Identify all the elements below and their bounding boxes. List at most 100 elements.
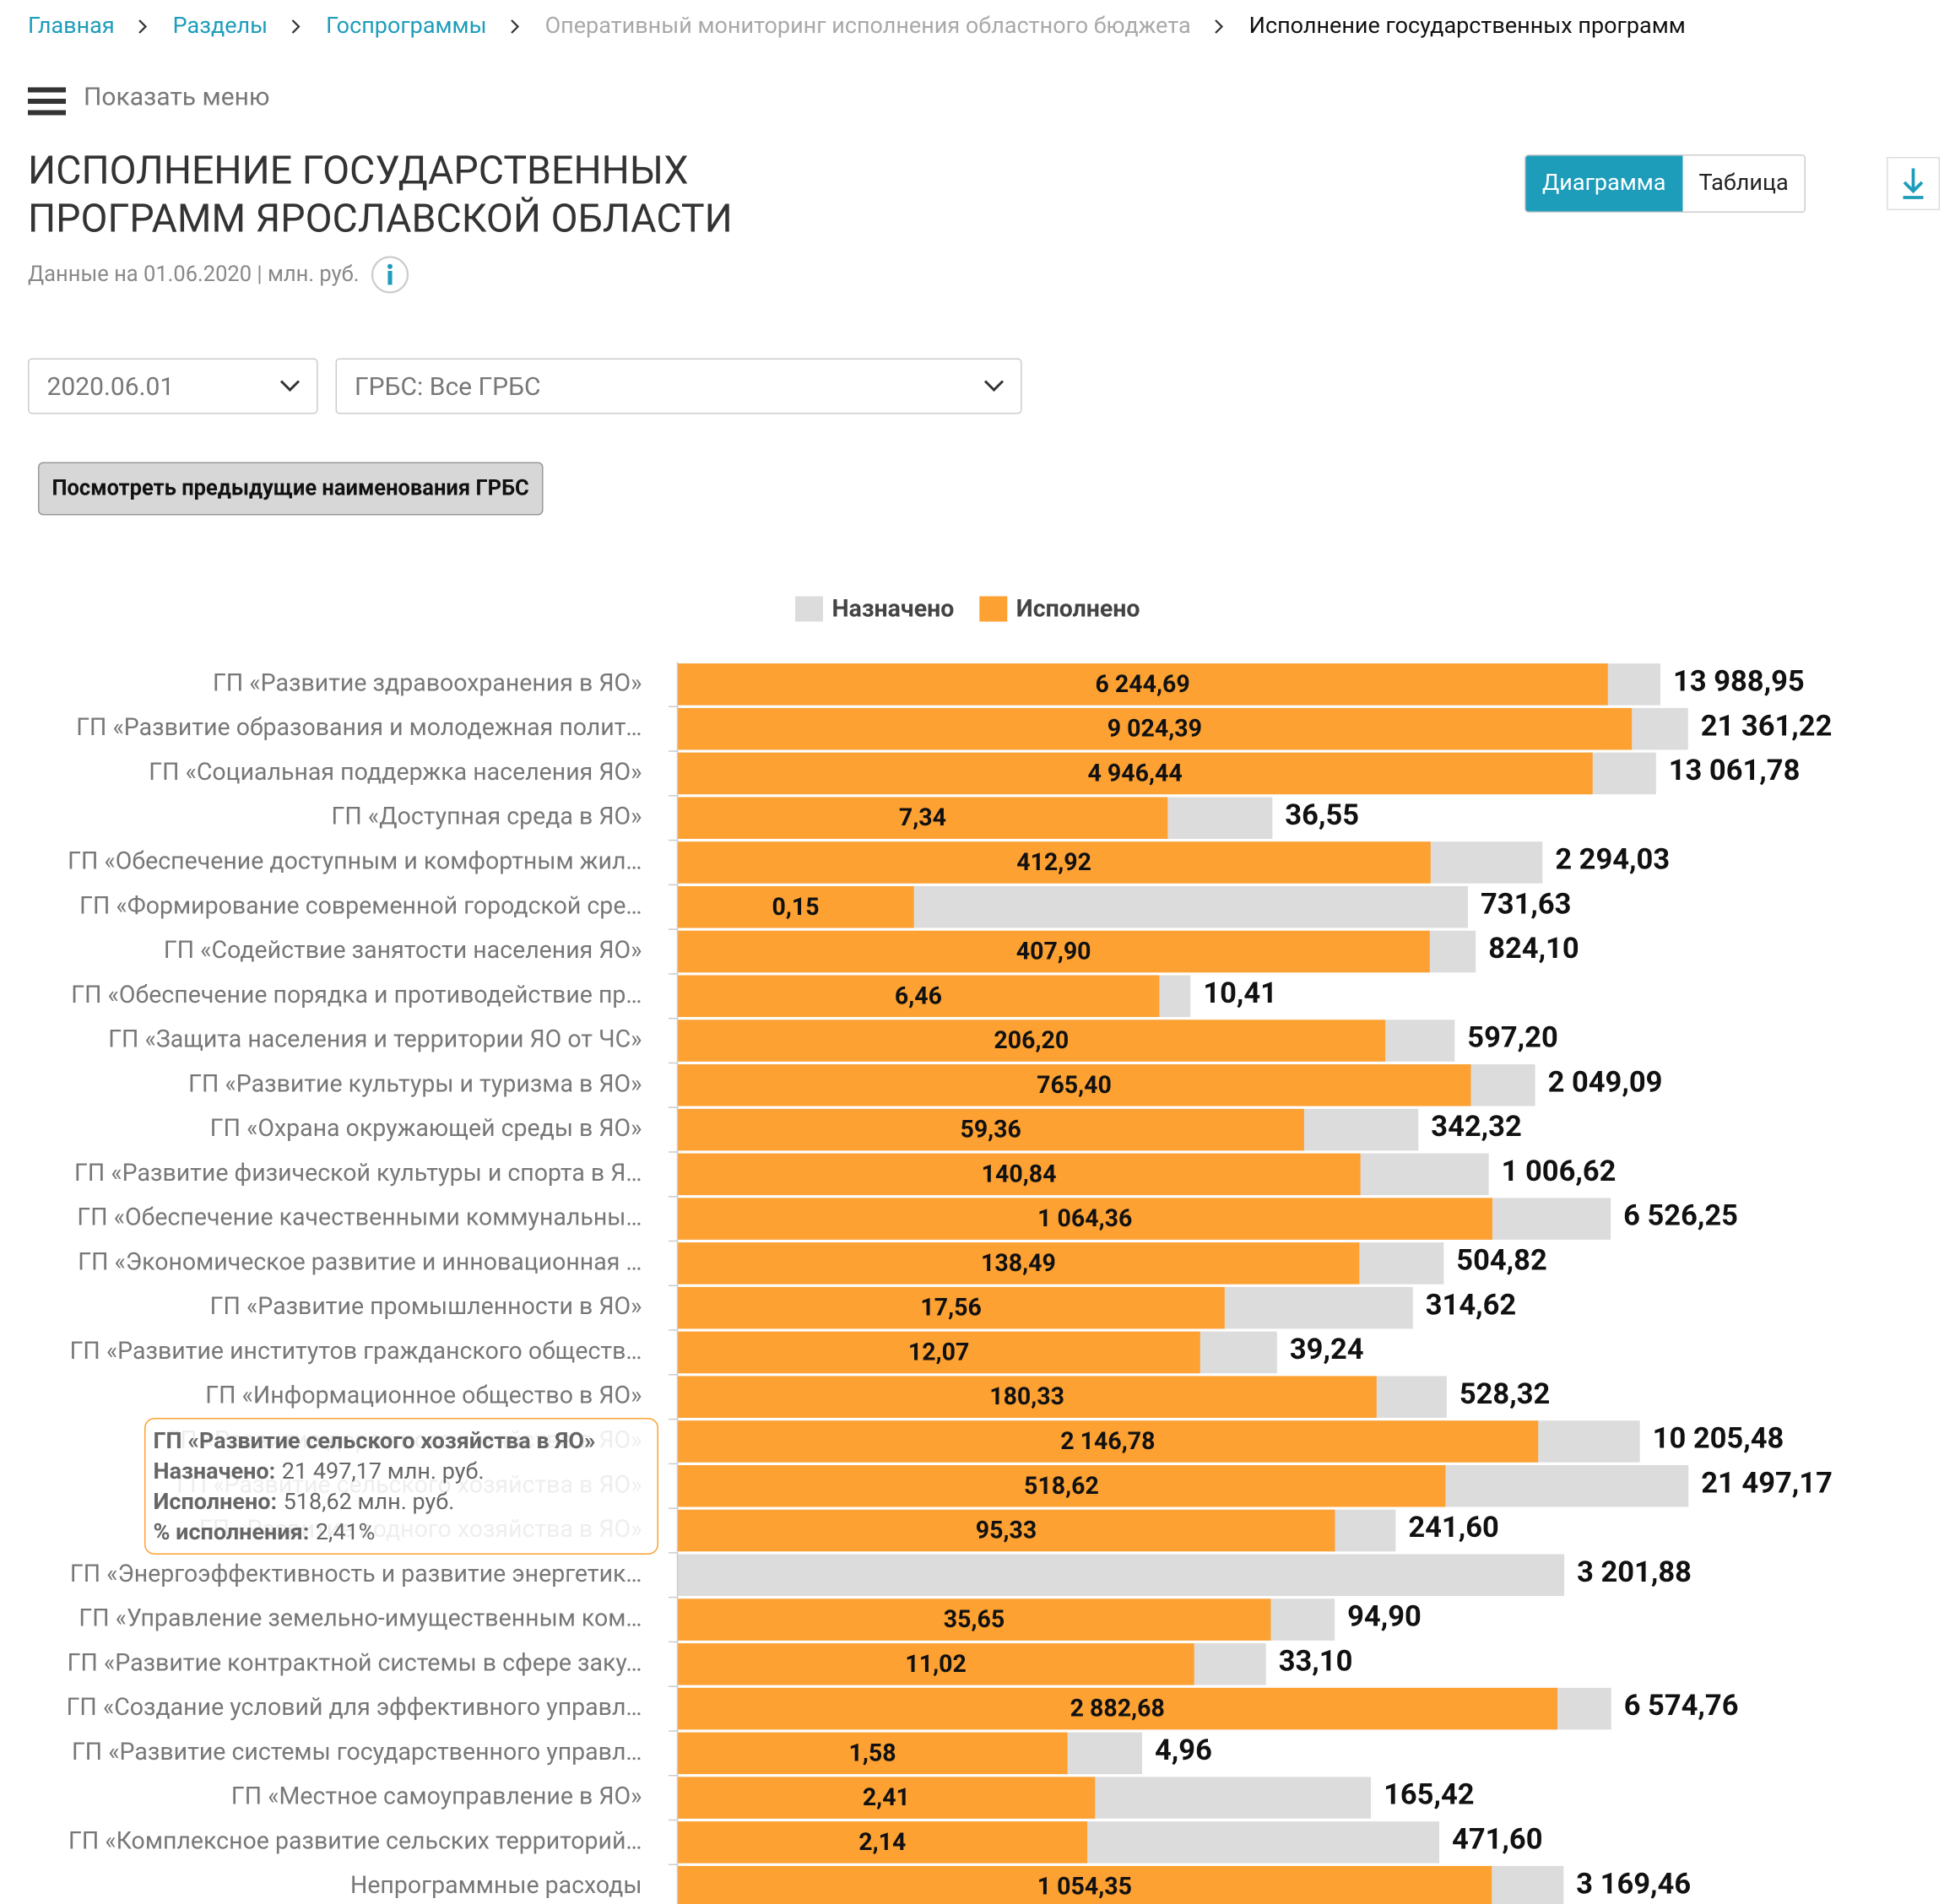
category-label: ГП «Обеспечение порядка и противодействи…	[71, 981, 642, 1009]
breadcrumb-link[interactable]: Госпрограммы	[326, 13, 487, 40]
bar-executed	[677, 1020, 1386, 1062]
value-label-assigned: 6 574,76	[1624, 1689, 1739, 1723]
value-label-executed: 95,33	[976, 1517, 1037, 1544]
view-toggle: Диаграмма Таблица	[1524, 154, 1806, 213]
value-label-executed: 180,33	[989, 1382, 1064, 1410]
value-label-assigned: 39,24	[1290, 1333, 1364, 1366]
bar-executed	[677, 1777, 1096, 1819]
legend-swatch	[979, 596, 1008, 622]
hamburger-icon	[28, 87, 66, 116]
bar-executed	[677, 1153, 1361, 1196]
title-line: ИСПОЛНЕНИЕ ГОСУДАРСТВЕННЫХ	[28, 147, 689, 194]
breadcrumb-current: Исполнение государственных программ	[1248, 13, 1686, 40]
breadcrumb-separator	[138, 19, 148, 34]
category-label: ГП «Обеспечение доступным и комфортным ж…	[68, 847, 642, 874]
value-label-assigned: 824,10	[1488, 932, 1579, 966]
value-label-assigned: 21 361,22	[1701, 709, 1833, 743]
legend-label: Исполнено	[1016, 595, 1140, 623]
date-select[interactable]: 2020.06.01	[28, 358, 318, 414]
bar-executed	[677, 1376, 1377, 1418]
value-label-assigned: 13 988,95	[1673, 664, 1805, 698]
category-label: ГП «Социальная поддержка населения ЯО»	[149, 758, 642, 786]
value-label-assigned: 528,32	[1459, 1377, 1550, 1411]
tooltip-rows: Назначено: 21 497,17 млн. руб. Исполнено: 5…	[154, 1458, 650, 1549]
bar-executed	[677, 1420, 1539, 1463]
category-label: ГП «Развитие физической культуры и спорт…	[74, 1159, 642, 1187]
menu-label: Показать меню	[84, 81, 270, 111]
value-label-assigned: 342,32	[1431, 1110, 1521, 1144]
download-button[interactable]	[1887, 157, 1940, 210]
category-label: ГП «Формирование современной городской с…	[79, 891, 642, 919]
value-label-executed: 1 054,35	[1037, 1873, 1132, 1901]
bar-executed	[677, 707, 1633, 750]
value-label-executed: 138,49	[981, 1249, 1056, 1277]
bar-assigned	[677, 1554, 1565, 1597]
value-label-executed: 2,41	[863, 1783, 910, 1811]
value-label-executed: 7,34	[899, 803, 946, 831]
tooltip-row: Назначено: 21 497,17 млн. руб.	[154, 1458, 650, 1488]
bar-executed	[677, 1865, 1492, 1904]
category-label: Непрограммные расходы	[350, 1871, 642, 1899]
category-label: ГП «Развитие здравоохранения в ЯО»	[213, 668, 642, 696]
download-icon	[1903, 168, 1924, 199]
breadcrumb-separator	[1215, 19, 1224, 34]
history-button[interactable]: Посмотреть предыдущие наименования ГРБС	[38, 462, 544, 516]
category-label: ГП «Обеспечение качественными коммунальн…	[77, 1204, 642, 1231]
subtitle-text: Данные на 01.06.2020 | млн. руб.	[28, 262, 360, 288]
breadcrumb-link[interactable]: Разделы	[172, 13, 268, 40]
breadcrumb-link[interactable]: Оперативный мониторинг исполнения област…	[544, 13, 1191, 40]
toggle-chart[interactable]: Диаграмма	[1525, 155, 1683, 212]
tooltip: ГП «Развитие сельского хозяйства в ЯО» Н…	[144, 1418, 658, 1555]
category-label: ГП «Комплексное развитие сельских террит…	[68, 1826, 642, 1854]
tooltip-row: % исполнения: 2,41%	[154, 1518, 650, 1549]
value-label-assigned: 94,90	[1347, 1600, 1422, 1634]
value-label-executed: 140,84	[982, 1160, 1057, 1187]
bar-executed	[677, 752, 1593, 795]
select-arrow	[279, 380, 301, 392]
select-arrow	[983, 380, 1005, 392]
value-label-executed: 17,56	[920, 1294, 981, 1322]
legend-label: Назначено	[832, 595, 955, 623]
category-label: ГП «Создание условий для эффективного уп…	[67, 1693, 642, 1721]
category-label: ГП «Развитие промышленности в ЯО»	[210, 1292, 642, 1320]
bar-executed	[677, 975, 1160, 1018]
page-title: ИСПОЛНЕНИЕ ГОСУДАРСТВЕННЫХ ПРОГРАММ ЯРОС…	[28, 147, 733, 243]
category-label: ГП «Содействие занятости населения ЯО»	[164, 936, 642, 964]
info-icon[interactable]	[369, 255, 409, 295]
value-label-executed: 2 882,68	[1070, 1695, 1165, 1723]
tooltip-title: ГП «Развитие сельского хозяйства в ЯО»	[153, 1428, 596, 1455]
value-label-assigned: 731,63	[1481, 887, 1571, 921]
toggle-table[interactable]: Таблица	[1682, 155, 1806, 212]
breadcrumb-link[interactable]: Главная	[28, 13, 115, 40]
value-label-executed: 412,92	[1016, 848, 1091, 876]
value-label-executed: 518,62	[1024, 1472, 1099, 1500]
value-label-assigned: 10,41	[1203, 976, 1277, 1010]
value-label-executed: 2,14	[858, 1828, 906, 1856]
value-label-assigned: 33,10	[1279, 1644, 1353, 1678]
value-label-executed: 1,58	[849, 1739, 896, 1766]
grbs-select[interactable]: ГРБС: Все ГРБС	[335, 358, 1022, 414]
category-label: ГП «Информационное общество в ЯО»	[205, 1382, 642, 1409]
category-label: ГП «Развитие системы государственного уп…	[72, 1738, 642, 1766]
value-label-executed: 4 946,44	[1087, 759, 1182, 787]
category-label: ГП «Управление земельно-имущественным ко…	[79, 1604, 642, 1632]
tooltip-row-label: % исполнения:	[153, 1519, 310, 1546]
bar-executed	[677, 797, 1168, 839]
value-label-assigned: 13 061,78	[1669, 754, 1801, 787]
menu-toggle[interactable]: Показать меню	[28, 81, 269, 119]
bar-executed	[677, 1598, 1271, 1641]
bar-executed	[677, 1732, 1068, 1775]
category-label: ГП «Экономическое развитие и инновационн…	[78, 1247, 642, 1275]
value-label-assigned: 471,60	[1452, 1823, 1542, 1857]
value-label-assigned: 21 497,17	[1701, 1466, 1833, 1500]
bar-executed	[677, 885, 914, 928]
bar-executed	[677, 1464, 1446, 1507]
value-label-executed: 206,20	[994, 1026, 1069, 1054]
tooltip-row-label: Исполнено:	[153, 1489, 278, 1516]
value-label-assigned: 2 294,03	[1555, 843, 1670, 877]
tooltip-row-label: Назначено:	[153, 1458, 276, 1485]
value-label-executed: 6,46	[895, 982, 942, 1009]
